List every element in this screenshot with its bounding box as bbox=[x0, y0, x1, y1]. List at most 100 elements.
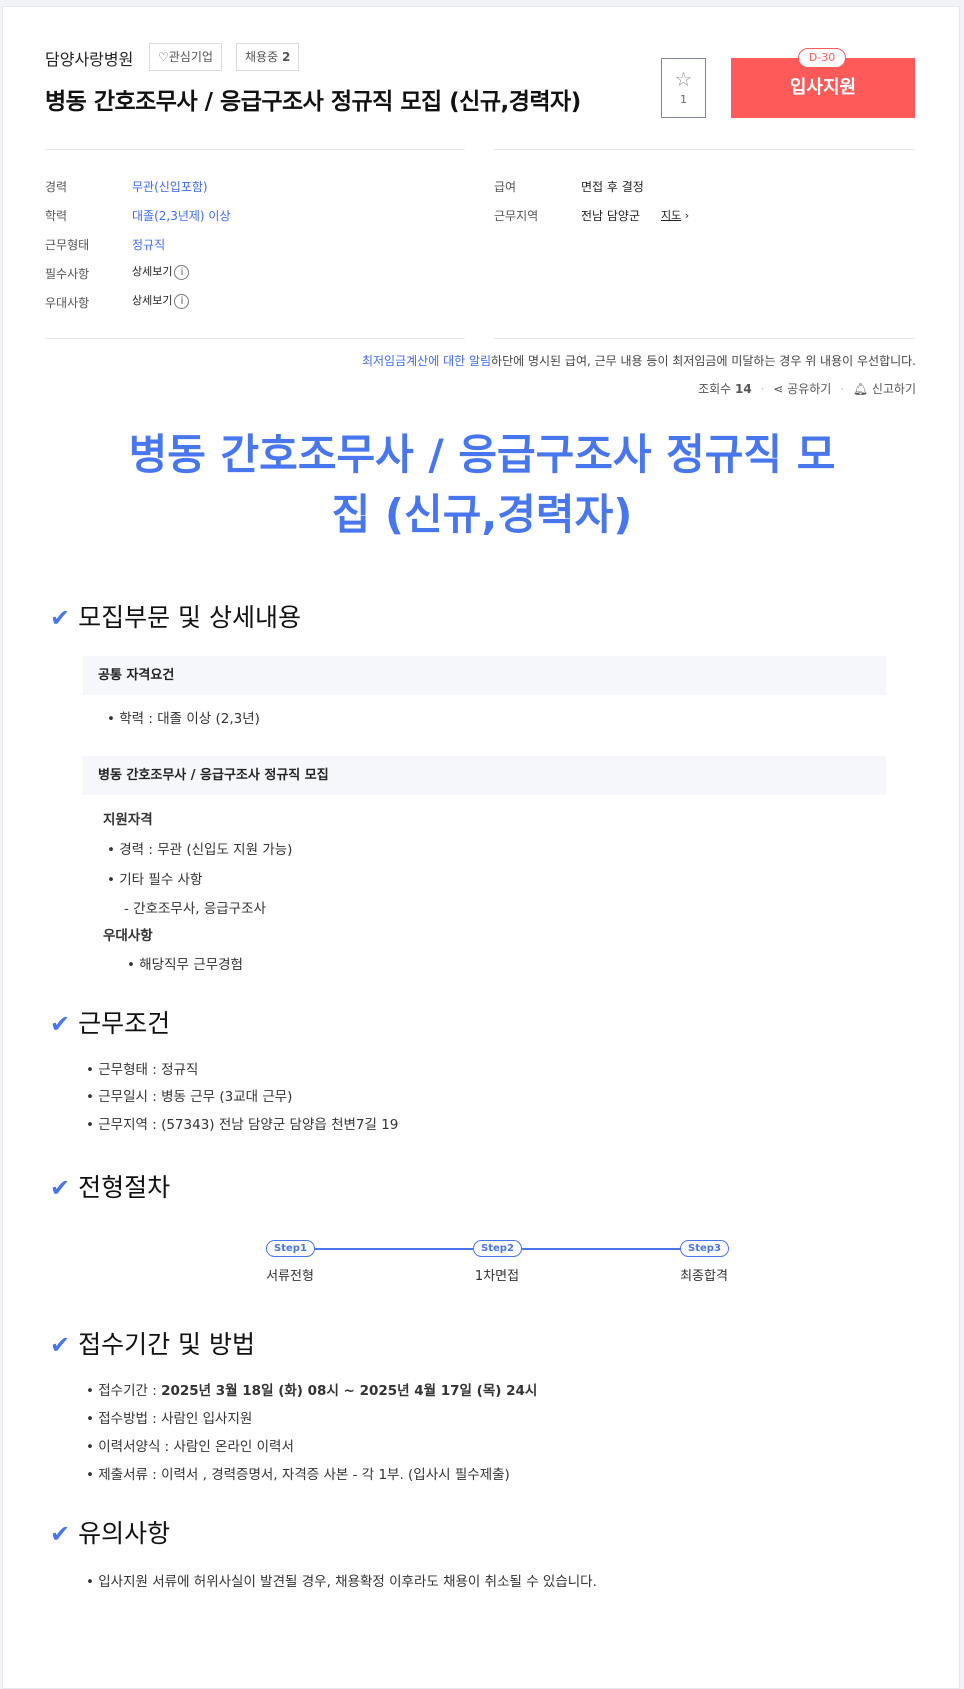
item-text: 해당직무 근무경험 bbox=[139, 957, 243, 973]
item-value: 사람인 온라인 이력서 bbox=[173, 1439, 294, 1455]
views-count: 14 bbox=[735, 382, 752, 396]
info-icon: i bbox=[174, 293, 190, 309]
check-icon: ✔ bbox=[50, 604, 71, 632]
post-meta: 조회수 14 · ⋖ 공유하기 · 🔔︎ 신고하기 bbox=[698, 382, 916, 396]
list-item: • 접수기간 : 2025년 3월 18일 (화) 08시 ~ 2025년 4월… bbox=[86, 1383, 538, 1399]
check-icon: ✔ bbox=[50, 1010, 71, 1038]
share-button[interactable]: ⋖ 공유하기 bbox=[773, 382, 831, 396]
item-label: 접수방법 : bbox=[98, 1411, 162, 1427]
minimum-wage-link[interactable]: 최저임금계산에 대한 알림 bbox=[361, 354, 492, 368]
step-label: 서류전형 bbox=[266, 1269, 314, 1284]
section-title: 모집부문 및 상세내용 bbox=[78, 603, 302, 632]
step-label: 최종합격 bbox=[680, 1269, 728, 1284]
section-title: 전형절차 bbox=[78, 1173, 171, 1202]
heart-icon: ♡ bbox=[158, 50, 169, 64]
divider bbox=[494, 149, 915, 150]
preferred-label: 우대사항 bbox=[103, 928, 153, 944]
notice-text: 하단에 명시된 급여, 근무 내용 등이 최저임금에 미달하는 경우 위 내용이… bbox=[491, 354, 916, 368]
item-text: 근무일시 : 병동 근무 (3교대 근무) bbox=[98, 1089, 293, 1105]
section-heading-process: ✔ 전형절차 bbox=[50, 1168, 170, 1204]
item-text: 근무형태 : 정규직 bbox=[98, 1062, 199, 1078]
divider bbox=[494, 338, 915, 339]
report-button[interactable]: 🔔︎ 신고하기 bbox=[853, 382, 916, 396]
map-label: 지도 bbox=[661, 209, 682, 222]
favorite-company-button[interactable]: ♡관심기업 bbox=[149, 43, 222, 71]
divider bbox=[45, 149, 465, 150]
item-label: 제출서류 : bbox=[98, 1467, 162, 1483]
list-item: • 학력 : 대졸 이상 (2,3년) bbox=[107, 711, 260, 727]
detail-label: 상세보기 bbox=[132, 265, 173, 278]
views-label: 조회수 bbox=[698, 382, 732, 396]
section-heading-caution: ✔ 유의사항 bbox=[50, 1514, 170, 1550]
preferred-detail-link[interactable]: 상세보기 i bbox=[132, 292, 190, 309]
divider bbox=[45, 338, 465, 339]
share-icon: ⋖ bbox=[773, 382, 784, 396]
hiring-count-button[interactable]: 채용중 2 bbox=[236, 43, 300, 71]
summary-label: 근무지역 bbox=[494, 209, 539, 223]
job-title: 병동 간호조무사 / 응급구조사 정규직 모집 (신규,경력자) bbox=[45, 89, 581, 115]
list-item: • 근무지역 : (57343) 전남 담양군 담양읍 천변7길 19 bbox=[86, 1117, 399, 1133]
list-item: • 제출서류 : 이력서 , 경력증명서, 자격증 사본 - 각 1부. (입사… bbox=[86, 1467, 510, 1483]
chevron-right-icon: › bbox=[684, 209, 690, 222]
check-icon: ✔ bbox=[50, 1520, 71, 1548]
share-label: 공유하기 bbox=[787, 382, 832, 396]
summary-label: 학력 bbox=[45, 209, 68, 223]
summary-value-education: 대졸(2,3년제) 이상 bbox=[132, 209, 231, 223]
summary-value-salary: 면접 후 결정 bbox=[581, 180, 644, 194]
summary-label: 근무형태 bbox=[45, 238, 90, 252]
list-item: • 입사지원 서류에 허위사실이 발견될 경우, 채용확정 이후라도 채용이 취… bbox=[86, 1574, 597, 1590]
summary-label: 경력 bbox=[45, 180, 68, 194]
item-value: 2025년 3월 18일 (화) 08시 ~ 2025년 4월 17일 (목) … bbox=[161, 1383, 538, 1399]
step-label: 1차면접 bbox=[474, 1269, 520, 1284]
dday-badge: D-30 bbox=[798, 48, 846, 68]
company-name[interactable]: 담양사랑병원 bbox=[45, 50, 134, 69]
scrap-count: 1 bbox=[680, 93, 687, 106]
required-detail-link[interactable]: 상세보기 i bbox=[132, 263, 190, 280]
job-posting-card bbox=[2, 6, 960, 1689]
map-link[interactable]: 지도 › bbox=[661, 207, 689, 223]
list-item: • 근무형태 : 정규직 bbox=[86, 1062, 199, 1078]
check-icon: ✔ bbox=[50, 1174, 71, 1202]
section-title: 유의사항 bbox=[78, 1519, 171, 1548]
apply-button[interactable]: 입사지원 bbox=[731, 58, 915, 118]
minimum-wage-notice: 최저임금계산에 대한 알림하단에 명시된 급여, 근무 내용 등이 최저임금에 … bbox=[362, 352, 916, 369]
list-item: • 기타 필수 사항 bbox=[107, 872, 203, 888]
section-heading-conditions: ✔ 근무조건 bbox=[50, 1004, 170, 1040]
hiring-label: 채용중 bbox=[245, 50, 279, 64]
item-text: 입사지원 서류에 허위사실이 발견될 경우, 채용확정 이후라도 채용이 취소될… bbox=[98, 1574, 597, 1590]
item-text: 경력 : 무관 (신입도 지원 가능) bbox=[119, 842, 293, 858]
hiring-count: 2 bbox=[281, 50, 291, 64]
summary-label: 급여 bbox=[494, 180, 517, 194]
summary-value-location: 전남 담양군 bbox=[581, 209, 641, 223]
section-heading-apply: ✔ 접수기간 및 방법 bbox=[50, 1325, 255, 1361]
item-text: 학력 : 대졸 이상 (2,3년) bbox=[119, 711, 260, 727]
favorite-label: 관심기업 bbox=[168, 50, 213, 64]
list-item: - 간호조무사, 응급구조사 bbox=[124, 901, 266, 917]
info-icon: i bbox=[174, 264, 190, 280]
star-icon: ☆ bbox=[674, 67, 693, 91]
detail-label: 상세보기 bbox=[132, 294, 173, 307]
item-text: 근무지역 : (57343) 전남 담양군 담양읍 천변7길 19 bbox=[98, 1117, 399, 1133]
step-badge: Step2 bbox=[473, 1240, 522, 1257]
section-heading-recruit: ✔ 모집부문 및 상세내용 bbox=[50, 598, 301, 634]
job-header: 병동 간호조무사 / 응급구조사 정규직 모집 bbox=[83, 756, 886, 795]
bell-icon: 🔔︎ bbox=[852, 382, 868, 396]
list-item: • 접수방법 : 사람인 입사지원 bbox=[86, 1411, 253, 1427]
item-label: 접수기간 : bbox=[98, 1383, 162, 1399]
list-item: • 경력 : 무관 (신입도 지원 가능) bbox=[107, 842, 293, 858]
detail-title: 병동 간호조무사 / 응급구조사 정규직 모집 (신규,경력자) bbox=[128, 430, 836, 539]
qualification-label: 지원자격 bbox=[103, 812, 153, 828]
scrap-button[interactable]: ☆ 1 bbox=[661, 58, 706, 118]
common-requirements-header: 공통 자격요건 bbox=[83, 656, 886, 695]
report-label: 신고하기 bbox=[871, 382, 916, 396]
section-title: 접수기간 및 방법 bbox=[78, 1330, 256, 1359]
check-icon: ✔ bbox=[50, 1331, 71, 1359]
item-value: 이력서 , 경력증명서, 자격증 사본 - 각 1부. (입사시 필수제출) bbox=[161, 1467, 510, 1483]
section-title: 근무조건 bbox=[78, 1009, 171, 1038]
list-item: • 이력서양식 : 사람인 온라인 이력서 bbox=[86, 1439, 294, 1455]
item-value: 사람인 입사지원 bbox=[161, 1411, 253, 1427]
step-badge: Step1 bbox=[266, 1240, 315, 1257]
list-item: • 근무일시 : 병동 근무 (3교대 근무) bbox=[86, 1089, 293, 1105]
step-badge: Step3 bbox=[680, 1240, 729, 1257]
summary-label: 필수사항 bbox=[45, 267, 90, 281]
